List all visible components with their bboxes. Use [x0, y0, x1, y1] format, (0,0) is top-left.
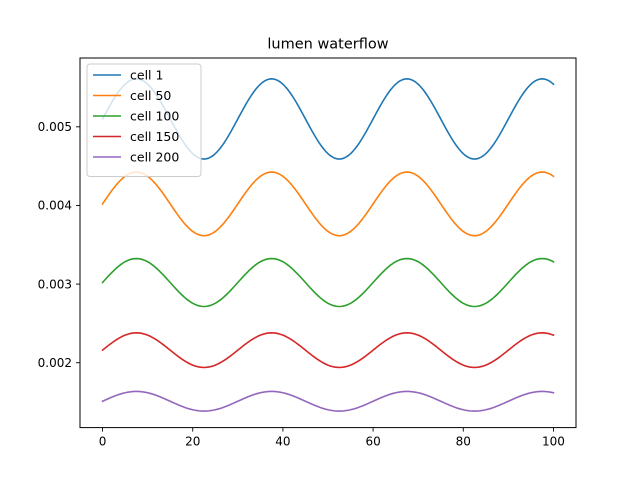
legend-label: cell 200 [130, 150, 179, 165]
x-tick-label: 80 [456, 435, 471, 449]
series-line-cell-50 [101, 171, 555, 237]
x-tick-label: 60 [365, 435, 380, 449]
legend-label: cell 1 [130, 68, 163, 83]
y-tick-label: 0.004 [38, 199, 72, 213]
legend: cell 1 cell 50 cell 100 cell 150 cell 200 [86, 63, 202, 177]
x-tick-label: 0 [99, 435, 107, 449]
x-tick-label: 100 [542, 435, 565, 449]
legend-box [86, 63, 202, 177]
x-tick-label: 40 [275, 435, 290, 449]
plot-frame [79, 57, 577, 429]
y-tick-label: 0.003 [38, 277, 72, 291]
x-tick-label: 20 [185, 435, 200, 449]
legend-label: cell 100 [130, 109, 179, 124]
y-tick-label: 0.002 [38, 356, 72, 370]
y-axis: 0.002 0.003 0.004 0.005 [38, 120, 80, 370]
legend-label: cell 50 [130, 88, 171, 103]
series-line-cell-100 [101, 257, 555, 308]
chart-title: lumen waterflow [267, 37, 388, 53]
series-line-cell-150 [101, 332, 555, 369]
y-tick-label: 0.005 [38, 120, 72, 134]
legend-label: cell 150 [130, 129, 179, 144]
series-line-cell-200 [101, 390, 555, 412]
x-axis: 0 20 40 60 80 100 [99, 427, 565, 449]
